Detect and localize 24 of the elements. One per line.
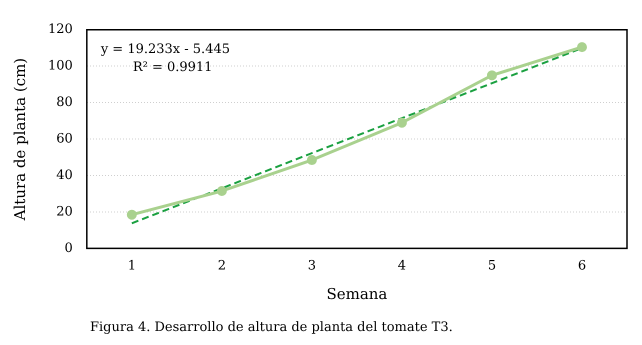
point xyxy=(306,155,317,166)
annotation: R² = 0.9911 xyxy=(132,60,212,76)
x-tick-label: 5 xyxy=(488,258,496,274)
y-tick-label: 20 xyxy=(56,204,73,220)
x-tick-label: 3 xyxy=(308,258,316,274)
point xyxy=(396,118,407,128)
x-tick-label: 4 xyxy=(398,258,406,274)
point xyxy=(576,42,587,52)
x-tick-label: 1 xyxy=(128,258,136,274)
y-tick-label: 80 xyxy=(56,95,73,110)
point xyxy=(216,186,227,196)
y-tick-label: 0 xyxy=(64,240,73,256)
point xyxy=(486,70,497,80)
text: Figura 4. Desarrollo de altura de planta del tomate T3. xyxy=(90,320,454,335)
y-tick-label: 40 xyxy=(56,168,73,183)
y-tick-label: 120 xyxy=(48,22,73,38)
y-tick-label: 60 xyxy=(56,131,73,146)
x-tick-label: 6 xyxy=(578,258,586,274)
x-tick-label: 2 xyxy=(218,258,226,274)
y-axis-title: Altura de planta (cm) xyxy=(10,58,29,222)
x-axis-title: Semana xyxy=(326,284,388,303)
point xyxy=(126,210,137,220)
annotation: y = 19.233x - 5.445 xyxy=(100,42,230,58)
y-tick-label: 100 xyxy=(48,58,73,74)
